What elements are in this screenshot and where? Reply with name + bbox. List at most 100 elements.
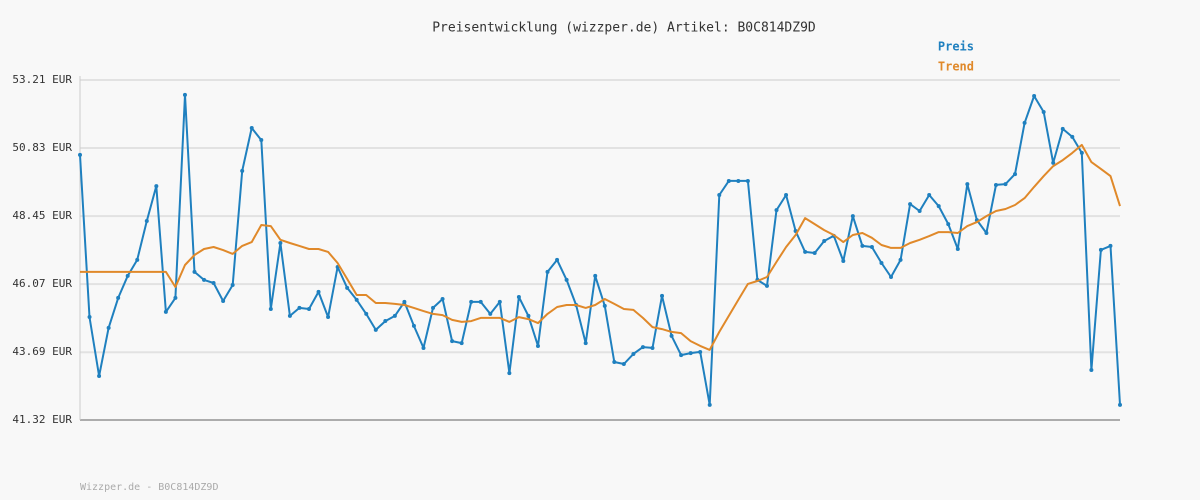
point (211, 281, 216, 286)
point (621, 361, 626, 366)
point (1013, 172, 1018, 177)
point (192, 269, 197, 274)
source: Wizzper.de - B0C814DZ9D (80, 482, 218, 493)
point (564, 277, 569, 282)
point (917, 208, 922, 213)
point (526, 313, 531, 318)
point (1060, 126, 1065, 131)
point (287, 313, 292, 318)
point (326, 315, 331, 320)
point (1041, 110, 1046, 115)
point (173, 295, 178, 300)
point (268, 307, 273, 312)
point (602, 303, 607, 308)
point (764, 283, 769, 288)
point (440, 297, 445, 302)
point (745, 178, 750, 183)
point (698, 349, 703, 354)
point (545, 269, 550, 274)
y-tick-label: 46.07 EUR (12, 277, 72, 290)
point (650, 345, 655, 350)
point (1070, 134, 1075, 139)
point (774, 208, 779, 213)
y-tick-label: 53.21 EUR (12, 73, 72, 86)
point (488, 311, 493, 316)
point (993, 182, 998, 187)
point (144, 218, 149, 223)
point (908, 202, 913, 207)
point (459, 341, 464, 346)
point (516, 295, 521, 300)
point (784, 192, 789, 197)
point (898, 257, 903, 262)
point (469, 299, 474, 304)
point (354, 297, 359, 302)
point (841, 259, 846, 264)
point (87, 315, 92, 320)
point (812, 251, 817, 256)
legend-label: Trend (938, 60, 974, 74)
point (411, 323, 416, 328)
series-line (79, 93, 1121, 406)
point (135, 257, 140, 262)
point (660, 293, 665, 298)
point (259, 138, 264, 143)
y-tick-label: 50.83 EUR (12, 141, 72, 154)
point (297, 305, 302, 310)
y-tick-label: 48.45 EUR (12, 209, 72, 222)
point (669, 333, 674, 338)
point (1022, 120, 1027, 125)
point (182, 92, 187, 97)
y-tick-label: 43.69 EUR (12, 345, 72, 358)
point (860, 243, 865, 248)
point (803, 249, 808, 254)
point (125, 273, 130, 278)
point (946, 222, 951, 227)
point (535, 343, 540, 348)
point (555, 257, 560, 262)
point (927, 192, 932, 197)
point (392, 313, 397, 318)
point (679, 353, 684, 358)
point (726, 178, 731, 183)
point (631, 351, 636, 356)
point (612, 359, 617, 364)
series-line (80, 143, 1121, 351)
point (497, 299, 502, 304)
point (383, 319, 388, 324)
point (154, 184, 159, 189)
point (593, 273, 598, 278)
point (97, 373, 102, 378)
point (202, 277, 207, 282)
point (240, 168, 245, 173)
point (955, 246, 960, 251)
point (1108, 243, 1113, 248)
point (431, 305, 436, 310)
point (1098, 247, 1103, 252)
chart-title: Preisentwicklung (wizzper.de) Artikel: B… (432, 21, 816, 36)
point (822, 238, 827, 243)
point (879, 261, 884, 266)
point (889, 275, 894, 280)
point (450, 339, 455, 344)
point (507, 371, 512, 376)
point (869, 244, 874, 249)
point (717, 192, 722, 197)
point (78, 152, 82, 157)
point (965, 182, 970, 187)
point (707, 402, 712, 407)
point (364, 311, 369, 316)
point (278, 240, 283, 245)
point (402, 299, 407, 304)
point (1079, 150, 1084, 155)
point (1032, 94, 1037, 99)
point (306, 307, 311, 312)
point (373, 327, 378, 332)
point (421, 345, 426, 350)
y-tick-label: 41.32 EUR (12, 413, 72, 426)
point (316, 289, 321, 294)
point (249, 126, 254, 131)
point (1051, 160, 1056, 165)
